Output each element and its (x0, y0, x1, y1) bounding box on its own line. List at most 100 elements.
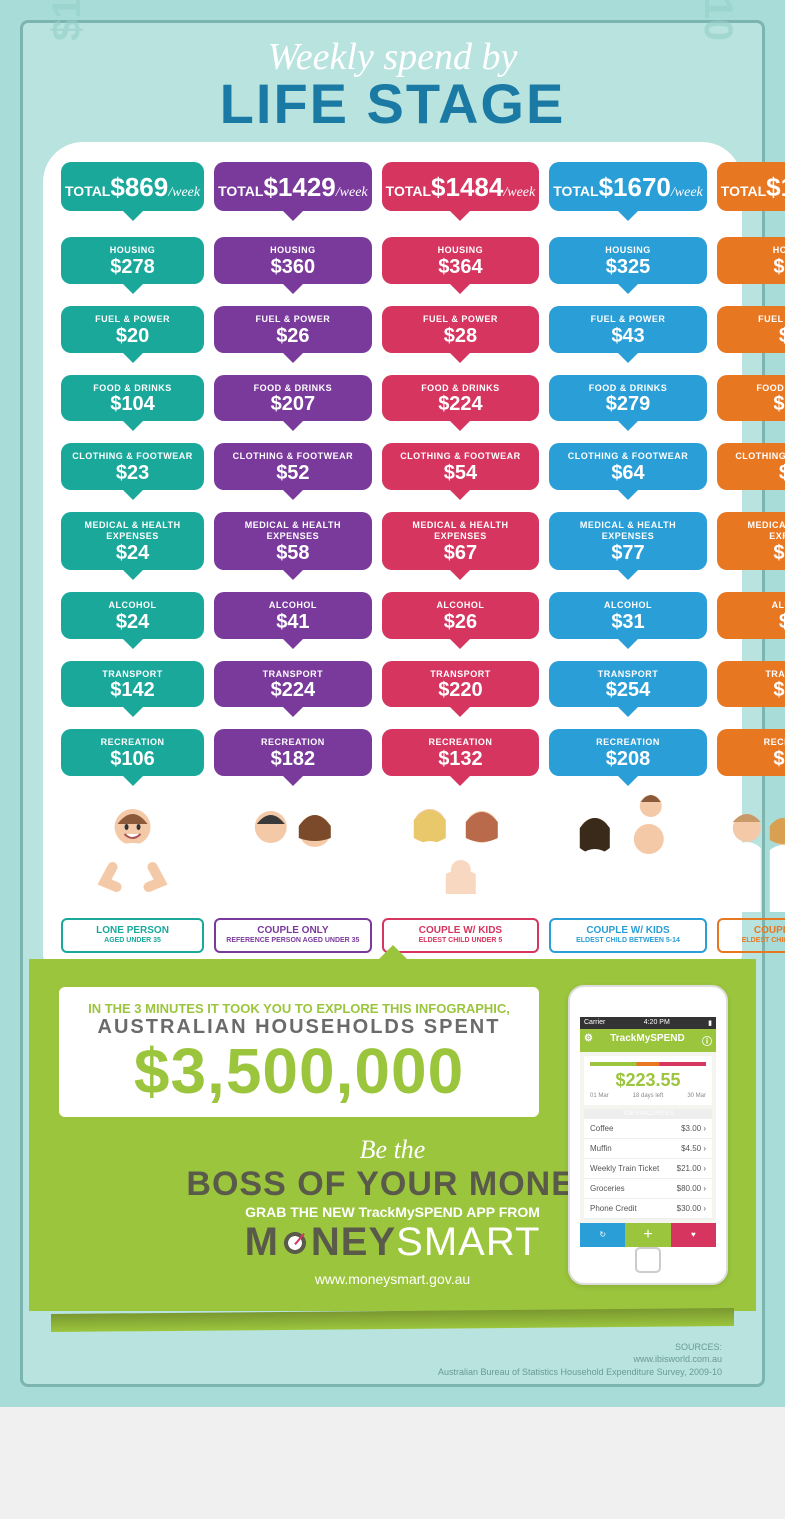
category-label: TRANSPORT (218, 669, 368, 680)
phone-expense-row[interactable]: Phone Credit$30.00 › (584, 1199, 712, 1219)
phone-carrier: Carrier (584, 1019, 605, 1027)
category-bubble: TRANSPORT$254 (549, 661, 707, 708)
category-amount: $224 (218, 679, 368, 701)
phone-buttons: ↻ + ♥ (580, 1223, 716, 1247)
category-label: HOUSING (721, 245, 785, 256)
category-label: CLOTHING & FOOTWEAR (553, 451, 703, 462)
phone-expense-row[interactable]: Muffin $4.50 › (584, 1139, 712, 1159)
category-label: FUEL & POWER (721, 314, 785, 325)
per-week: /week (503, 185, 535, 200)
per-week: /week (671, 185, 703, 200)
category-bubble: RECREATION$132 (382, 729, 540, 776)
stage-subtitle: REFERENCE PERSON AGED UNDER 35 (218, 937, 368, 945)
phone-fav-icon[interactable]: ♥ (671, 1223, 716, 1247)
category-amount: $35 (721, 611, 785, 633)
phone-list: Coffee$3.00 › Muffin $4.50 › Weekly Train T… (584, 1119, 712, 1219)
category-label: HOUSING (218, 245, 368, 256)
phone-info-icon: ⓘ (702, 1033, 712, 1048)
infographic-page: $10 $10 Weekly spend by LIFE STAGE TOTAL… (0, 0, 785, 1407)
category-bubble: FUEL & POWER$28 (382, 306, 540, 353)
category-label: CLOTHING & FOOTWEAR (721, 451, 785, 462)
category-bubble: MEDICAL & HEALTH EXPENSES$77 (549, 512, 707, 570)
category-amount: $104 (721, 542, 785, 564)
category-amount: $67 (386, 542, 536, 564)
category-label: ALCOHOL (721, 600, 785, 611)
category-bubble: FOOD & DRINKS$224 (382, 375, 540, 422)
expense-name: Muffin (590, 1144, 612, 1153)
expense-name: Groceries (590, 1184, 625, 1193)
category-amount: $242 (721, 256, 785, 278)
sources-line2: Australian Bureau of Statistics Househol… (63, 1366, 722, 1379)
category-label: FUEL & POWER (553, 314, 703, 325)
watermark-right: $10 (695, 0, 740, 41)
category-label: MEDICAL & HEALTH EXPENSES (721, 520, 785, 542)
total-amount: $1670 (599, 172, 671, 202)
category-label: RECREATION (721, 737, 785, 748)
category-bubble: MEDICAL & HEALTH EXPENSES$104 (717, 512, 785, 570)
category-label: TRANSPORT (721, 669, 785, 680)
expense-name: Phone Credit (590, 1204, 637, 1213)
category-amount: $48 (721, 325, 785, 347)
title-script: Weekly spend by (33, 38, 752, 76)
total-label: TOTAL (721, 183, 766, 199)
phone-expense-row[interactable]: Groceries$80.00 › (584, 1179, 712, 1199)
people-illustration (549, 792, 707, 912)
logo-money: MNEY (245, 1220, 397, 1264)
category-bubble: ALCOHOL$24 (61, 592, 204, 639)
phone-screen: Carrier 4:20 PM ▮ ⚙ TrackMySPEND ⓘ $223.… (580, 1017, 716, 1247)
category-bubble: ALCOHOL$26 (382, 592, 540, 639)
category-bubble: CLOTHING & FOOTWEAR$82 (717, 443, 785, 490)
category-amount: $104 (65, 393, 200, 415)
category-label: FOOD & DRINKS (553, 383, 703, 394)
category-label: MEDICAL & HEALTH EXPENSES (386, 520, 536, 542)
expense-amount: $4.50 › (681, 1144, 706, 1153)
category-bubble: MEDICAL & HEALTH EXPENSES$58 (214, 512, 372, 570)
phone-history-icon[interactable]: ↻ (580, 1223, 625, 1247)
banknote-frame: $10 $10 Weekly spend by LIFE STAGE TOTAL… (20, 20, 765, 1387)
category-label: ALCOHOL (65, 600, 200, 611)
category-amount: $77 (553, 542, 703, 564)
category-label: RECREATION (386, 737, 536, 748)
total-bubble: TOTAL$1670/week (549, 162, 707, 211)
category-amount: $54 (386, 462, 536, 484)
category-label: FUEL & POWER (218, 314, 368, 325)
category-bubble: FUEL & POWER$26 (214, 306, 372, 353)
category-label: FOOD & DRINKS (218, 383, 368, 394)
spend-callout: IN THE 3 MINUTES IT TOOK YOU TO EXPLORE … (59, 987, 539, 1117)
phone-amount: $223.55 (590, 1070, 706, 1091)
phone-expense-row[interactable]: Weekly Train Ticket $21.00 › (584, 1159, 712, 1179)
category-amount: $26 (218, 325, 368, 347)
title-block: Weekly spend by LIFE STAGE (33, 38, 752, 132)
footer-wrap: IN THE 3 MINUTES IT TOOK YOU TO EXPLORE … (33, 959, 752, 1329)
category-bubble: FOOD & DRINKS$314 (717, 375, 785, 422)
category-label: FOOD & DRINKS (386, 383, 536, 394)
category-label: ALCOHOL (218, 600, 368, 611)
category-bubble: TRANSPORT$224 (214, 661, 372, 708)
category-bubble: ALCOHOL$41 (214, 592, 372, 639)
total-amount: $1484 (431, 172, 503, 202)
expense-amount: $21.00 › (677, 1164, 706, 1173)
category-bubble: FOOD & DRINKS$207 (214, 375, 372, 422)
stage-title: COUPLE W/ KIDS (754, 925, 785, 936)
stage-label: COUPLE W/ KIDSELDEST CHILD BETWEEN 14-24 (717, 918, 785, 952)
stage-title: COUPLE W/ KIDS (419, 925, 502, 936)
stage-column-1: TOTAL$1429/weekHOUSING$360FUEL & POWER$2… (214, 162, 372, 953)
phone-add-icon[interactable]: + (625, 1223, 670, 1247)
stage-label: COUPLE ONLYREFERENCE PERSON AGED UNDER 3… (214, 918, 372, 952)
stage-title: COUPLE W/ KIDS (586, 925, 669, 936)
expense-amount: $3.00 › (681, 1124, 706, 1133)
category-bubble: RECREATION$182 (214, 729, 372, 776)
callout-line1: IN THE 3 MINUTES IT TOOK YOU TO EXPLORE … (79, 1001, 519, 1016)
per-week: /week (168, 185, 200, 200)
phone-battery: ▮ (708, 1019, 712, 1027)
category-label: FOOD & DRINKS (721, 383, 785, 394)
category-amount: $279 (553, 393, 703, 415)
watermark-left: $10 (45, 0, 90, 41)
expense-name: Weekly Train Ticket (590, 1164, 659, 1173)
category-amount: $182 (218, 748, 368, 770)
phone-expense-row[interactable]: Coffee$3.00 › (584, 1119, 712, 1139)
category-label: FOOD & DRINKS (65, 383, 200, 394)
category-amount: $253 (721, 748, 785, 770)
total-bubble: TOTAL$869/week (61, 162, 204, 211)
total-amount: $1429 (263, 172, 335, 202)
